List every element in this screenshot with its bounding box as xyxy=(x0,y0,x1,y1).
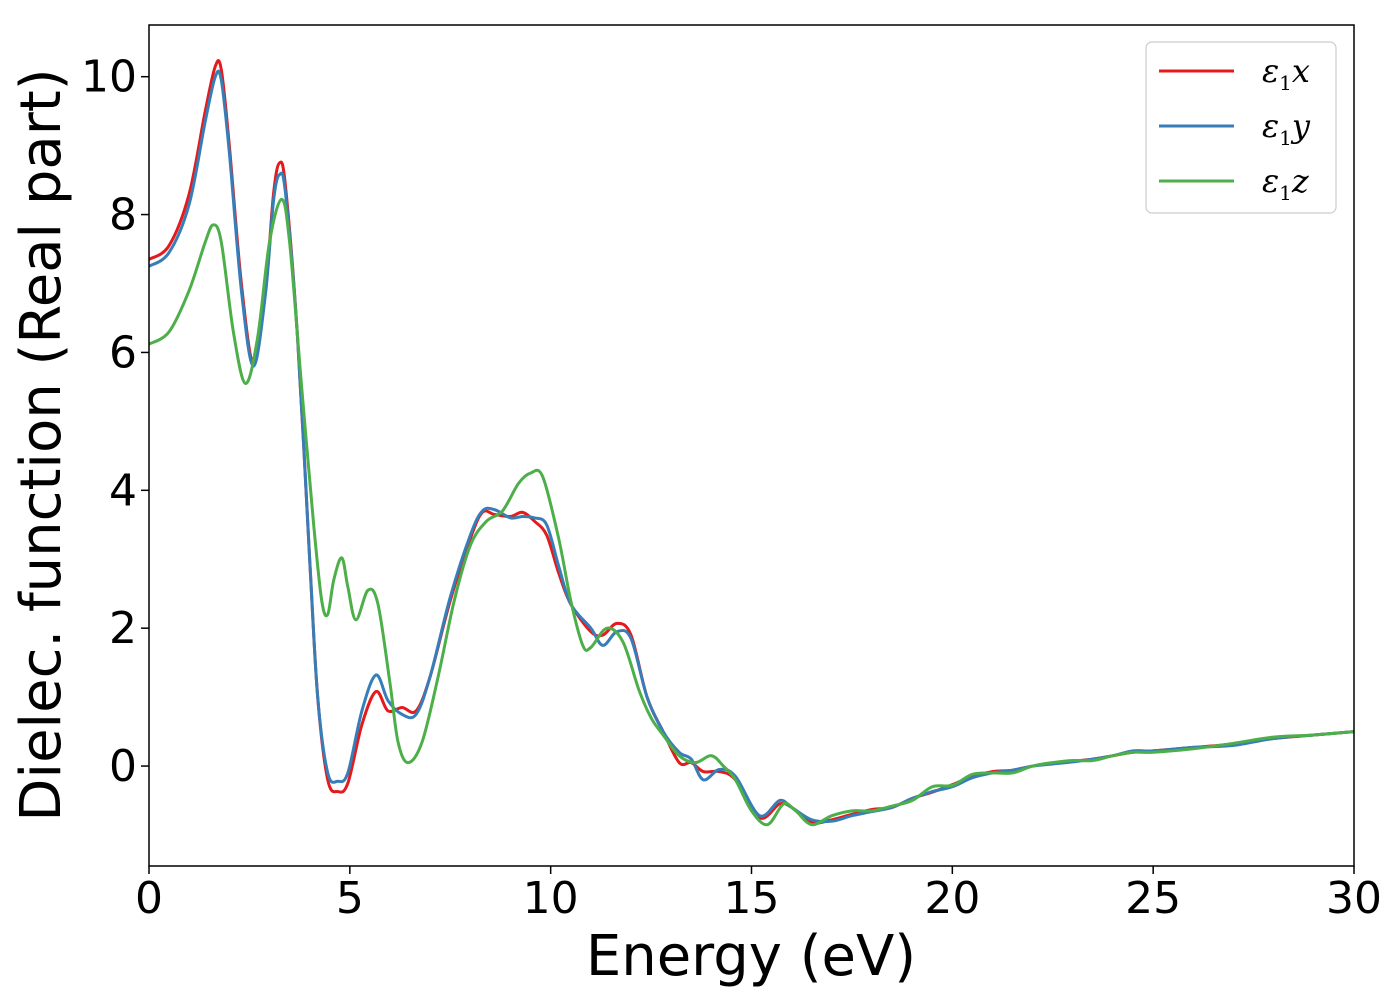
y-tick-label: 8 xyxy=(109,190,137,241)
y-tick-label: 0 xyxy=(109,741,137,792)
x-tick-label: 10 xyxy=(523,873,579,924)
x-tick-label: 30 xyxy=(1326,873,1382,924)
x-tick-label: 25 xyxy=(1125,873,1181,924)
y-tick-label: 4 xyxy=(109,465,137,516)
legend: ε1x ε1y ε1z xyxy=(1145,41,1337,214)
y-tick-label: 10 xyxy=(81,52,137,103)
x-tick-label: 15 xyxy=(724,873,780,924)
y-axis-title: Dielec. function (Real part) xyxy=(9,68,74,821)
series-line-z xyxy=(149,197,1354,827)
y-tick-label: 2 xyxy=(109,603,137,654)
x-axis-ticks: 0 5 10 15 20 25 30 xyxy=(135,866,1382,924)
legend-label-y: ε1y xyxy=(1262,107,1311,150)
legend-box xyxy=(1145,41,1337,214)
x-tick-label: 20 xyxy=(924,873,980,924)
legend-label-z: ε1z xyxy=(1262,162,1310,205)
x-axis-title: Energy (eV) xyxy=(586,924,916,989)
series-group xyxy=(149,59,1354,827)
x-tick-label: 5 xyxy=(336,873,364,924)
x-tick-label: 0 xyxy=(135,873,163,924)
legend-label-x: ε1x xyxy=(1262,52,1310,95)
y-tick-label: 6 xyxy=(109,327,137,378)
y-axis-ticks: 0 2 4 6 8 10 xyxy=(81,52,149,792)
